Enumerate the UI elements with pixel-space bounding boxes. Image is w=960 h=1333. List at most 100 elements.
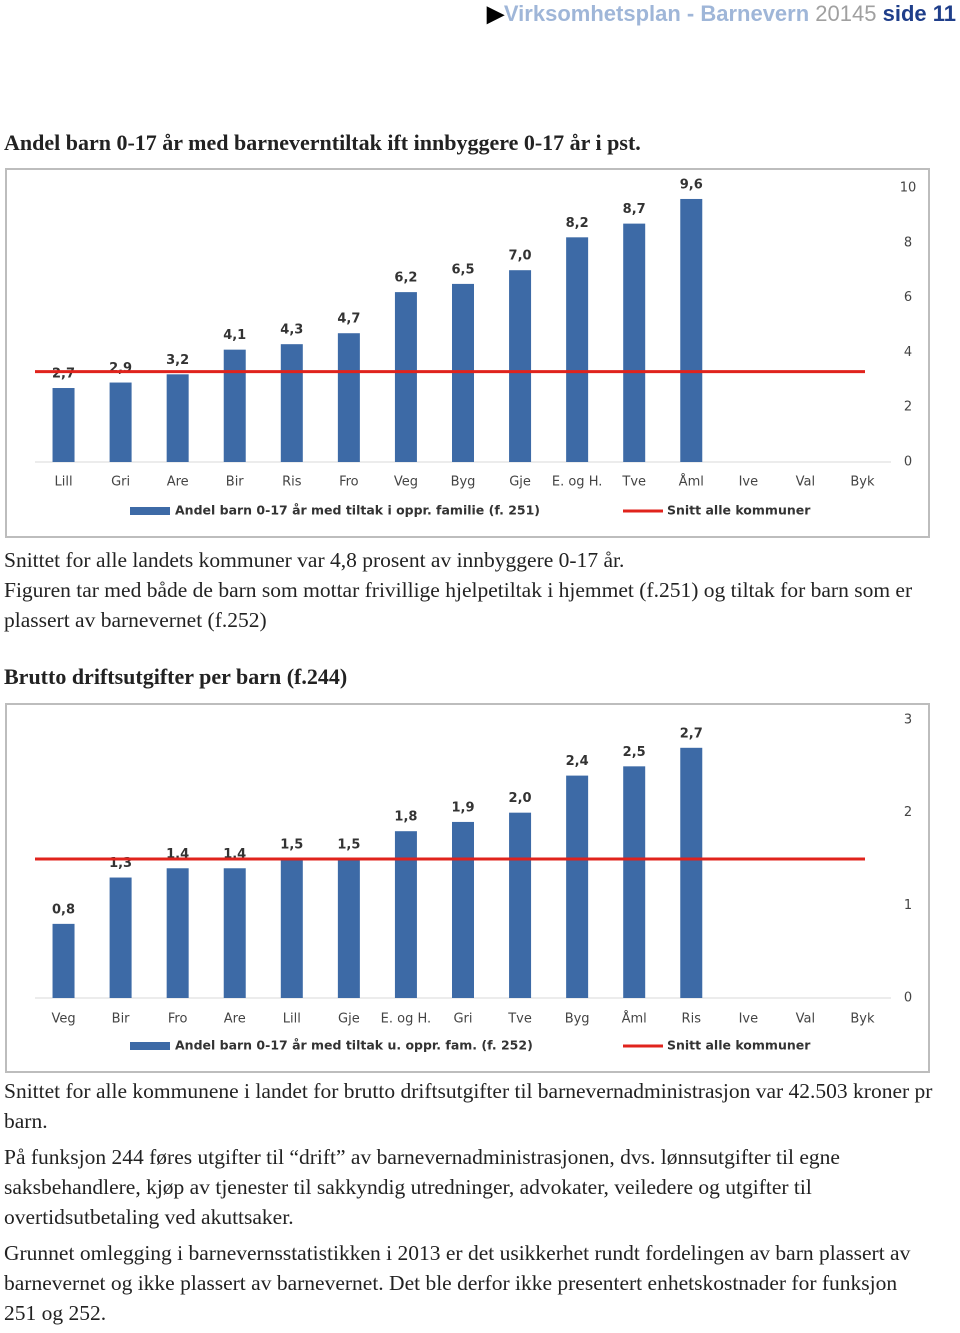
bar xyxy=(280,344,303,462)
x-tick-label: Byk xyxy=(850,475,875,490)
value-label: 3,2 xyxy=(166,353,189,368)
bar xyxy=(509,812,532,998)
paragraph: Snittet for alle kommunene i landet for … xyxy=(4,1079,933,1133)
x-tick-label: Byg xyxy=(451,475,476,490)
value-label: 4,1 xyxy=(223,328,246,343)
legend-label: Andel barn 0-17 år med tiltak u. oppr. f… xyxy=(175,1038,533,1053)
y-tick-label: 0 xyxy=(904,991,912,1006)
value-label: 6,2 xyxy=(394,271,417,286)
header-page: side 11 xyxy=(882,1,956,26)
bar xyxy=(109,382,132,462)
x-tick-label: Åml xyxy=(679,474,704,490)
x-tick-label: Are xyxy=(167,475,189,490)
x-tick-label: Gri xyxy=(111,475,130,490)
value-label: 1,8 xyxy=(394,810,417,825)
value-label: 2,0 xyxy=(509,791,532,806)
y-tick-label: 3 xyxy=(904,713,912,728)
bar xyxy=(623,223,646,462)
header: ▶Virksomhetsplan - Barnevern 20145 side … xyxy=(487,0,956,28)
x-tick-label: Val xyxy=(796,475,815,490)
value-label: 1,5 xyxy=(280,838,303,853)
header-year: 20145 xyxy=(815,1,877,26)
heading: Brutto driftsutgifter per barn (f.244) xyxy=(4,664,348,689)
x-tick-label: E. og H. xyxy=(381,1012,432,1027)
chart-frame xyxy=(5,703,930,1073)
value-label: 2,4 xyxy=(566,754,589,769)
x-tick-label: Gri xyxy=(453,1012,472,1027)
value-label: 2,7 xyxy=(52,367,75,382)
x-tick-label: Ris xyxy=(282,475,302,490)
x-tick-label: Bir xyxy=(226,475,245,490)
x-tick-label: Val xyxy=(796,1012,815,1027)
bar xyxy=(52,923,75,998)
value-label: 6,5 xyxy=(451,262,474,277)
heading: Andel barn 0-17 år med barneverntiltak i… xyxy=(4,130,641,155)
legend-label: Snitt alle kommuner xyxy=(667,1038,811,1053)
bar xyxy=(223,868,246,998)
x-tick-label: Bir xyxy=(112,1012,131,1027)
legend-swatch xyxy=(130,507,170,515)
header-arrow: ▶ xyxy=(486,1,504,26)
y-tick-label: 1 xyxy=(904,898,912,913)
bar xyxy=(223,349,246,462)
bar xyxy=(52,388,75,462)
bar xyxy=(566,775,589,998)
x-tick-label: Byg xyxy=(565,1012,590,1027)
y-tick-label: 0 xyxy=(904,455,912,470)
bar xyxy=(680,747,703,998)
value-label: 2,7 xyxy=(680,726,703,741)
legend-label: Snitt alle kommuner xyxy=(667,503,811,518)
x-tick-label: Tve xyxy=(621,475,646,490)
x-tick-label: Are xyxy=(224,1012,246,1027)
legend-swatch xyxy=(130,1042,170,1050)
value-label: 9,6 xyxy=(680,177,703,192)
legend-label: Andel barn 0-17 år med tiltak i oppr. fa… xyxy=(175,503,540,518)
value-label: 4,3 xyxy=(280,323,303,338)
header-title: Virksomhetsplan - Barnevern xyxy=(503,1,810,26)
x-tick-label: Veg xyxy=(394,475,418,490)
y-tick-label: 2 xyxy=(904,400,912,415)
bar xyxy=(280,859,303,998)
bar xyxy=(680,198,703,462)
value-label: 8,2 xyxy=(566,216,589,231)
y-tick-label: 8 xyxy=(904,235,912,250)
x-tick-label: Ris xyxy=(682,1012,702,1027)
chart: 0 2 4 6 8 10 Lill Gri Are Bir Ris Fro Veg Byg Gje E. og… xyxy=(5,168,930,538)
x-tick-label: Lill xyxy=(283,1012,301,1027)
bar xyxy=(394,831,417,998)
x-tick-label: Lill xyxy=(54,475,72,490)
y-tick-label: 10 xyxy=(900,181,917,196)
bar xyxy=(452,821,474,998)
x-tick-label: Ive xyxy=(739,1012,759,1027)
bar xyxy=(623,766,646,998)
x-tick-label: Gje xyxy=(509,475,531,490)
y-tick-label: 4 xyxy=(904,345,912,360)
paragraph: På funksjon 244 føres utgifter til “drif… xyxy=(4,1145,840,1229)
x-tick-label: Fro xyxy=(168,1012,188,1027)
value-label: 8,7 xyxy=(623,202,646,217)
x-tick-label: Åml xyxy=(622,1011,647,1027)
y-tick-label: 2 xyxy=(904,805,912,820)
paragraph: Figuren tar med både de barn som mottar … xyxy=(4,578,913,632)
chart: 0 1 2 3 Veg Bir Fro Are Lill Gje E. og H. Gri Tve Byg… xyxy=(5,703,930,1073)
bar xyxy=(166,374,189,462)
value-label: 7,0 xyxy=(509,249,532,264)
value-label: 2,9 xyxy=(109,361,132,376)
value-label: 2,5 xyxy=(623,745,646,760)
paragraph: Grunnet omlegging i barnevernsstatistikk… xyxy=(4,1241,911,1325)
x-tick-label: Veg xyxy=(51,1012,75,1027)
paragraph: Snittet for alle landets kommuner var 4,… xyxy=(4,548,625,572)
value-label: 1,5 xyxy=(337,838,360,853)
x-tick-label: Fro xyxy=(339,475,359,490)
bar xyxy=(394,292,417,462)
x-tick-label: Tve xyxy=(507,1012,532,1027)
bar xyxy=(337,333,360,462)
value-label: 0,8 xyxy=(52,902,75,917)
bar xyxy=(166,868,189,998)
x-tick-label: Byk xyxy=(850,1012,875,1027)
value-label: 1,9 xyxy=(451,800,474,815)
x-tick-label: E. og H. xyxy=(552,475,603,490)
bar xyxy=(109,877,132,998)
x-tick-label: Ive xyxy=(739,475,759,490)
